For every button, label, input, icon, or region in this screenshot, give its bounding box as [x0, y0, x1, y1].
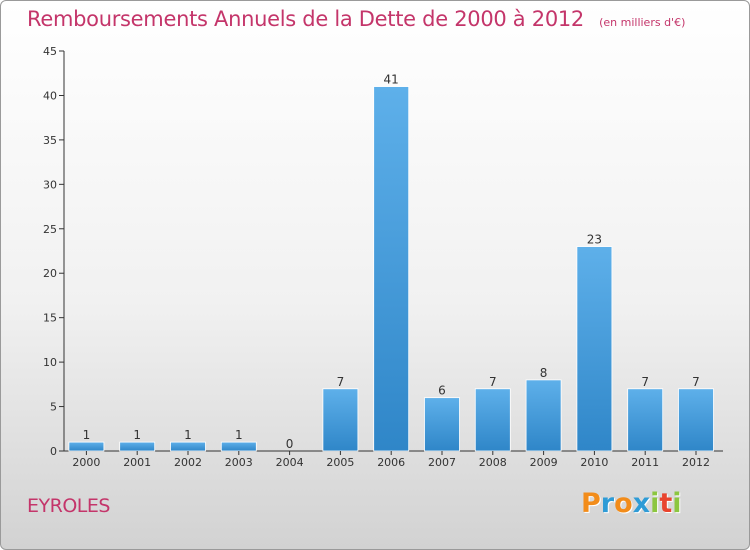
data-label: 1	[83, 428, 91, 442]
logo-letter: P	[581, 488, 601, 519]
bar-2002	[170, 441, 206, 452]
y-tick-label: 20	[43, 267, 57, 280]
x-tick-label: 2005	[326, 456, 354, 469]
logo-letter: i	[672, 488, 682, 519]
bar-2012	[678, 388, 714, 452]
x-tick-label: 2000	[72, 456, 100, 469]
y-tick-label: 35	[43, 134, 57, 147]
chart-title: Remboursements Annuels de la Dette de 20…	[27, 7, 584, 31]
data-label: 6	[438, 384, 446, 398]
bar-2003	[220, 441, 257, 452]
x-tick-label: 2008	[479, 456, 507, 469]
bar-2000	[68, 441, 105, 452]
logo-letter: x	[632, 488, 651, 519]
bar-2009	[525, 379, 562, 452]
y-tick-label: 15	[43, 312, 57, 325]
x-tick-label: 2004	[276, 456, 304, 469]
logo-letter: t	[659, 488, 673, 519]
logo-letter: i	[650, 488, 660, 519]
logo-letter: r	[600, 488, 615, 519]
data-label: 8	[540, 366, 548, 380]
data-label: 7	[641, 375, 649, 389]
chart-subtitle: (en milliers d'€)	[599, 16, 686, 29]
x-tick-label: 2012	[682, 456, 710, 469]
commune-name: EYROLES	[27, 495, 110, 517]
chart-header: Remboursements Annuels de la Dette de 20…	[27, 7, 685, 31]
data-label: 1	[133, 428, 141, 442]
y-tick-label: 5	[50, 401, 57, 414]
data-label: 7	[337, 375, 345, 389]
x-tick-label: 2002	[174, 456, 202, 469]
proxiti-logo[interactable]: Proxiti	[581, 488, 682, 519]
y-tick-label: 25	[43, 223, 57, 236]
data-label: 1	[235, 428, 243, 442]
x-tick-label: 2001	[123, 456, 151, 469]
y-tick-label: 45	[43, 45, 57, 58]
data-label: 23	[587, 233, 602, 247]
x-tick-label: 2009	[530, 456, 558, 469]
bar-2005	[322, 388, 359, 452]
data-label: 1	[184, 428, 192, 442]
x-tick-label: 2007	[428, 456, 456, 469]
data-label: 7	[489, 375, 497, 389]
y-tick-label: 40	[43, 89, 57, 102]
y-tick-label: 30	[43, 178, 57, 191]
bar-2010	[576, 246, 613, 452]
plot-area: 0 5 10 15 20 25 30 35 40 45 2000 1 2001 1 2002 1 2003 1 20…	[43, 45, 723, 469]
logo-letter: o	[614, 488, 633, 519]
y-tick-label: 0	[50, 445, 57, 458]
bar-2007	[424, 397, 460, 452]
data-label: 7	[692, 375, 700, 389]
data-label: 41	[384, 73, 399, 87]
bar-2011	[627, 388, 664, 452]
x-tick-label: 2010	[580, 456, 608, 469]
bar-2001	[119, 441, 156, 452]
y-tick-label: 10	[43, 356, 57, 369]
x-tick-label: 2011	[631, 456, 659, 469]
data-label: 0	[286, 437, 294, 451]
x-tick-label: 2006	[377, 456, 405, 469]
x-tick-label: 2003	[225, 456, 253, 469]
bar-2006	[373, 86, 410, 452]
bar-2008	[474, 388, 511, 452]
